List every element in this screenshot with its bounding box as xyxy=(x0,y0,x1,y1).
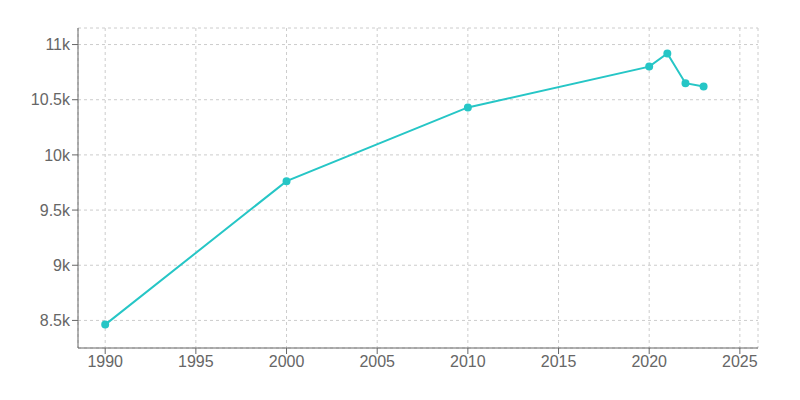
svg-text:9.5k: 9.5k xyxy=(40,202,71,219)
svg-text:2020: 2020 xyxy=(631,353,667,370)
svg-text:2005: 2005 xyxy=(359,353,395,370)
svg-text:2015: 2015 xyxy=(541,353,577,370)
svg-text:10.5k: 10.5k xyxy=(31,91,71,108)
svg-text:8.5k: 8.5k xyxy=(40,312,71,329)
svg-text:2025: 2025 xyxy=(722,353,758,370)
svg-text:2010: 2010 xyxy=(450,353,486,370)
svg-text:1990: 1990 xyxy=(87,353,123,370)
svg-text:2000: 2000 xyxy=(269,353,305,370)
svg-text:1995: 1995 xyxy=(178,353,214,370)
svg-text:9k: 9k xyxy=(53,257,71,274)
svg-text:11k: 11k xyxy=(45,36,71,53)
svg-text:10k: 10k xyxy=(44,147,71,164)
